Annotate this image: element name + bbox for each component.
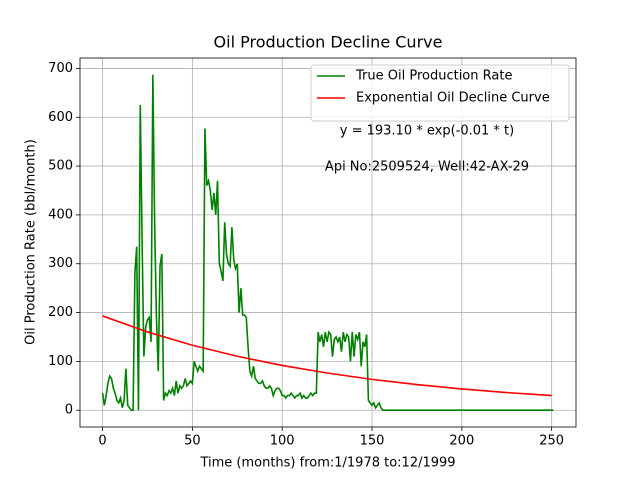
- data-line: [102, 315, 552, 397]
- x-axis-label: Time (months) from:1/1978 to:12/1999: [199, 456, 455, 471]
- x-tick-label: 50: [184, 434, 201, 449]
- y-axis-label: Oil Production Rate (bbl/month): [24, 139, 39, 345]
- x-tick-label: 100: [270, 434, 295, 449]
- chart-title: Oil Production Decline Curve: [214, 33, 443, 52]
- x-tick-label: 150: [360, 434, 385, 449]
- x-tick-label: 200: [449, 434, 474, 449]
- y-tick-label: 0: [65, 403, 73, 418]
- annotation: y = 193.10 * exp(-0.01 * t): [340, 124, 514, 139]
- legend-label: True Oil Production Rate: [355, 69, 512, 84]
- x-tick-label: 250: [539, 434, 564, 449]
- plot-frame: [79, 57, 577, 428]
- data-line: [101, 74, 554, 412]
- legend-box: [310, 64, 570, 122]
- y-tick-label: 500: [48, 159, 73, 174]
- annotation: Api No:2509524, Well:42-AX-29: [325, 160, 529, 175]
- y-tick-label: 400: [48, 207, 73, 222]
- y-tick-label: 100: [48, 354, 73, 369]
- y-tick-label: 300: [48, 256, 73, 271]
- x-tick-label: 0: [98, 434, 106, 449]
- legend-label: Exponential Oil Decline Curve: [356, 91, 550, 106]
- y-tick-label: 200: [48, 305, 73, 320]
- y-tick-label: 600: [48, 110, 73, 125]
- y-tick-label: 700: [48, 61, 73, 76]
